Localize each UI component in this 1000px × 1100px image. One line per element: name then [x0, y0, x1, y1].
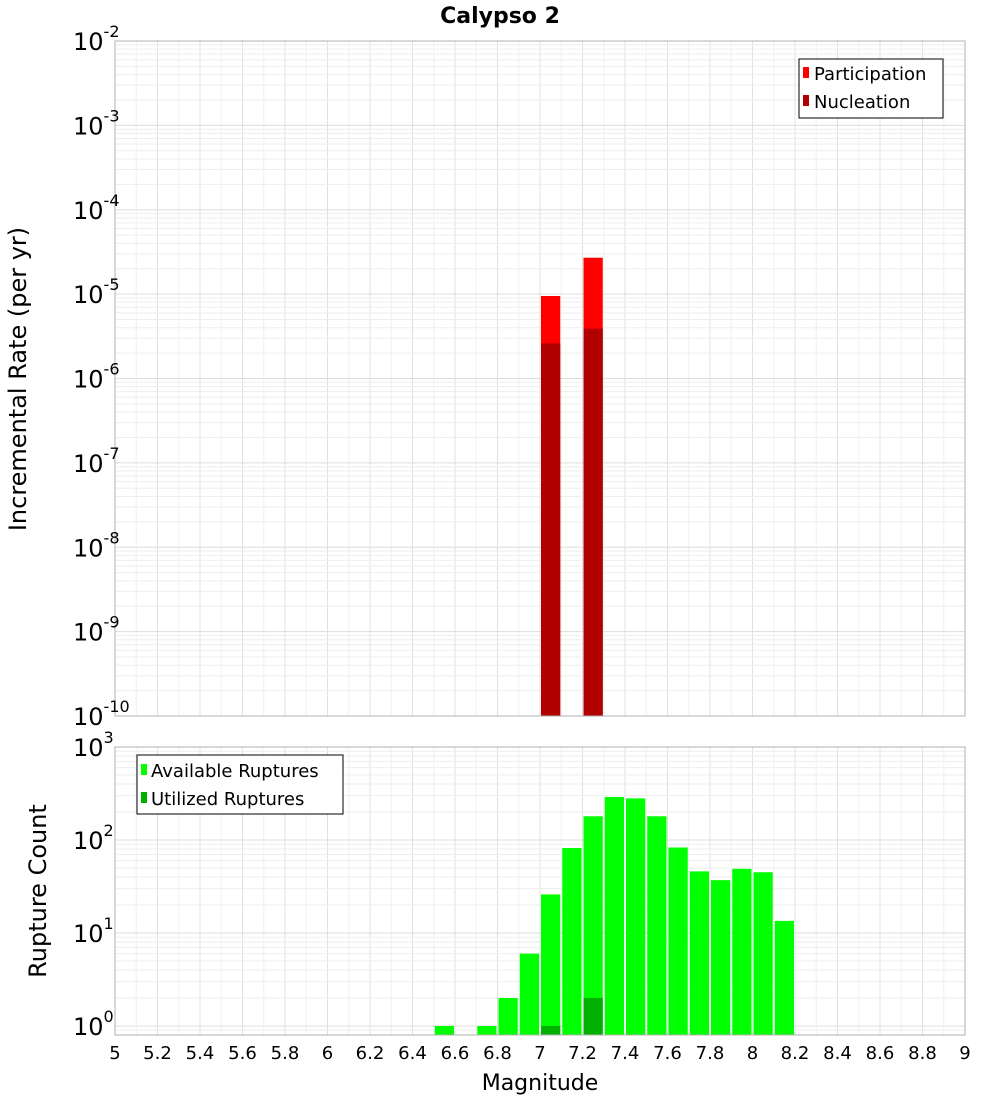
top-legend: Participation Nucleation: [798, 58, 944, 119]
nucleation-bar: [583, 328, 603, 716]
top-plot-frame: [114, 40, 966, 717]
available-ruptures-bar: [477, 1025, 497, 1035]
available-ruptures-bar: [647, 816, 667, 1035]
top-grid: [114, 40, 966, 717]
bottom-legend: Available Ruptures Utilized Ruptures: [136, 754, 344, 815]
x-tick-label: 6.8: [483, 1043, 512, 1064]
utilized-ruptures-bar: [583, 997, 603, 1035]
available-ruptures-bar: [562, 848, 582, 1035]
available-ruptures-swatch: [141, 764, 147, 775]
x-tick-label: 6.2: [356, 1043, 385, 1064]
y-tick-label: 10-3: [73, 106, 120, 140]
y-tick-label: 10-8: [73, 528, 120, 562]
y-tick-label: 10-7: [73, 444, 120, 478]
available-ruptures-bar: [434, 1025, 454, 1035]
x-tick-label: 5.2: [143, 1043, 172, 1064]
available-ruptures-bar: [753, 872, 773, 1035]
x-tick-label: 7.4: [611, 1043, 640, 1064]
available-ruptures-legend-label: Available Ruptures: [151, 761, 319, 782]
x-axis-label: Magnitude: [482, 1071, 599, 1096]
x-tick-label: 8.4: [823, 1043, 852, 1064]
x-tick-label: 7.6: [653, 1043, 682, 1064]
nucleation-bar: [541, 343, 561, 716]
y-tick-label: 10-6: [73, 360, 120, 394]
available-ruptures-bar: [689, 871, 709, 1035]
available-ruptures-bar: [668, 847, 688, 1035]
available-ruptures-bar: [604, 796, 624, 1035]
x-tick-labels: 5 5.2 5.4 5.6 5.8 6 6.2 6.4 6.6 6.8 7 7.2 7.4 7.6 7.8 8…: [109, 1043, 970, 1064]
y-tick-label: 10-5: [73, 275, 120, 309]
x-tick-label: 5.6: [228, 1043, 257, 1064]
top-y-axis-label: Incremental Rate (per yr): [4, 227, 32, 531]
x-tick-label: 6.6: [441, 1043, 470, 1064]
top-y-tick-labels: 10-2 10-3 10-4 10-5 10-6 10-7 10-8 10-9 10-10: [73, 22, 130, 731]
x-tick-label: 7.8: [696, 1043, 725, 1064]
available-ruptures-bar: [711, 880, 731, 1035]
utilized-ruptures-bar: [541, 1025, 561, 1035]
nucleation-legend-label: Nucleation: [814, 92, 910, 113]
bottom-bars: [434, 796, 794, 1035]
bottom-plot-frame: [114, 746, 966, 1036]
x-tick-label: 6: [322, 1043, 333, 1064]
chart-title: Calypso 2: [440, 4, 560, 29]
available-ruptures-bar: [519, 953, 539, 1035]
x-tick-label: 5.8: [271, 1043, 300, 1064]
participation-swatch: [803, 67, 809, 78]
y-tick-label: 10-10: [73, 697, 130, 731]
y-tick-label: 101: [73, 914, 114, 948]
y-tick-label: 102: [73, 821, 114, 855]
available-ruptures-bar: [541, 894, 561, 1035]
x-tick-label: 9: [959, 1043, 970, 1064]
available-ruptures-bar: [626, 798, 646, 1035]
y-tick-label: 10-2: [73, 22, 120, 56]
available-ruptures-bar: [732, 868, 752, 1035]
participation-legend-label: Participation: [814, 64, 926, 85]
x-tick-label: 8.8: [908, 1043, 937, 1064]
top-bars: [541, 257, 603, 716]
x-tick-label: 7.2: [568, 1043, 597, 1064]
available-ruptures-bar: [583, 816, 603, 1035]
available-ruptures-bar: [774, 920, 794, 1035]
top-legend-box: [798, 58, 944, 119]
bottom-y-axis-label: Rupture Count: [24, 804, 52, 978]
bottom-y-tick-labels: 103 102 101 100: [73, 728, 114, 1041]
utilized-ruptures-swatch: [141, 792, 147, 803]
x-tick-label: 8: [747, 1043, 758, 1064]
nucleation-swatch: [803, 95, 809, 106]
x-tick-label: 5: [109, 1043, 120, 1064]
y-tick-label: 103: [73, 728, 114, 762]
bottom-legend-box: [136, 754, 344, 815]
x-tick-label: 8.2: [781, 1043, 810, 1064]
x-tick-label: 5.4: [186, 1043, 215, 1064]
y-tick-label: 100: [73, 1007, 114, 1041]
utilized-ruptures-legend-label: Utilized Ruptures: [151, 789, 304, 810]
x-tick-label: 7: [534, 1043, 545, 1064]
x-tick-label: 8.6: [866, 1043, 895, 1064]
y-tick-label: 10-9: [73, 613, 120, 647]
x-tick-label: 6.4: [398, 1043, 427, 1064]
available-ruptures-bar: [498, 997, 518, 1035]
y-tick-label: 10-4: [73, 191, 120, 225]
